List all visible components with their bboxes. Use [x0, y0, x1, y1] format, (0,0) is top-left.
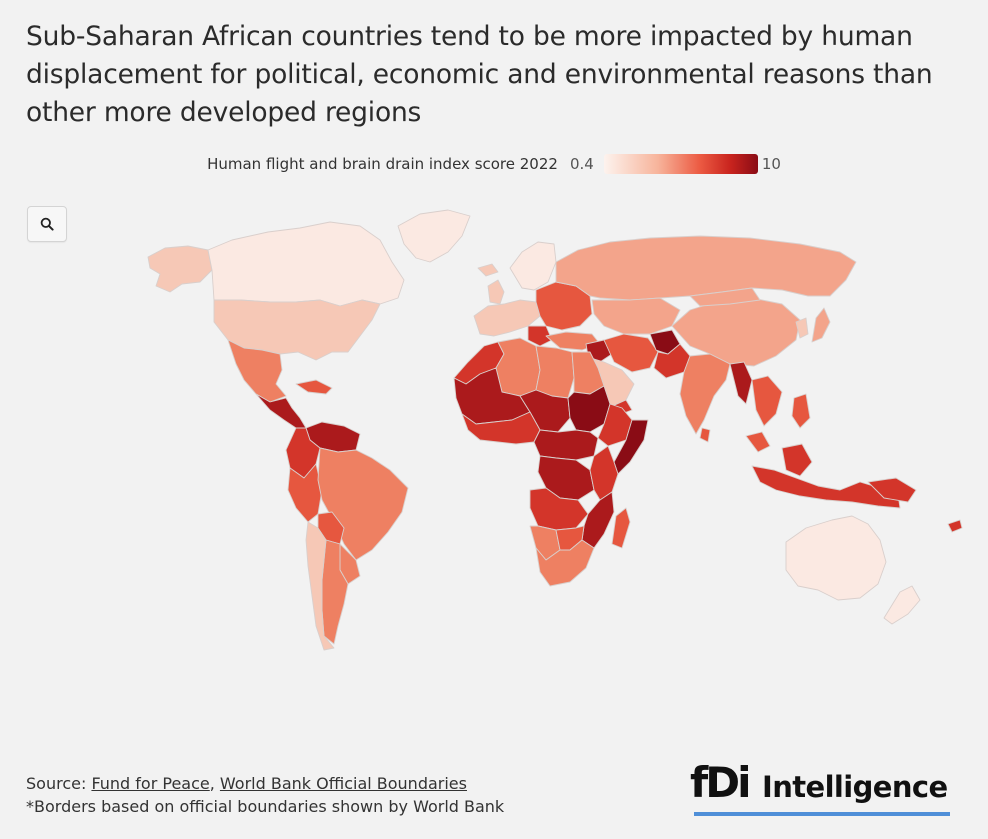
source-line: Source: Fund for Peace, World Bank Offic…	[26, 772, 504, 795]
legend-max-label: 10	[761, 155, 781, 173]
region-philippines	[791, 393, 811, 429]
source-prefix: Source:	[26, 774, 92, 793]
legend-min-label: 0.4	[569, 155, 594, 173]
region-chile	[305, 521, 335, 651]
world-choropleth-map	[147, 209, 963, 651]
region-india	[679, 353, 731, 435]
region-mozambique-malawi	[581, 491, 615, 549]
region-borneo	[781, 443, 813, 477]
region-drc	[537, 455, 595, 501]
source-separator: ,	[209, 774, 220, 793]
region-korea	[795, 317, 809, 339]
region-greenland	[397, 209, 471, 263]
region-mexico	[227, 339, 287, 403]
source-link-world-bank[interactable]: World Bank Official Boundaries	[219, 774, 467, 793]
region-russia	[555, 235, 857, 301]
region-iceland	[477, 263, 499, 277]
fdi-intelligence-logo: fDi Intelligence	[690, 758, 952, 820]
logo-underline	[694, 812, 950, 816]
source-block: Source: Fund for Peace, World Bank Offic…	[26, 772, 504, 818]
region-malaysia	[745, 431, 771, 453]
region-mongolia	[689, 287, 761, 307]
region-canada	[207, 221, 405, 307]
logo-wordmark: Intelligence	[762, 770, 948, 804]
search-icon	[40, 217, 54, 231]
logo-mark: fDi	[690, 758, 752, 807]
region-indonesia	[751, 465, 901, 509]
legend-gradient-bar	[603, 154, 758, 174]
region-angola-zambia	[529, 487, 589, 531]
region-madagascar	[611, 507, 631, 549]
region-sri-lanka	[699, 427, 711, 443]
region-central-america	[255, 393, 307, 429]
zoom-button[interactable]	[27, 206, 67, 242]
region-balkans	[527, 325, 553, 347]
region-iran	[603, 333, 659, 373]
region-australia	[785, 515, 887, 601]
source-note: *Borders based on official boundaries sh…	[26, 797, 505, 816]
region-east-africa	[589, 445, 619, 501]
region-kazakhstan-central-asia	[591, 297, 681, 335]
region-pacific-islands	[947, 519, 963, 533]
region-papua	[867, 477, 917, 503]
chart-title: Sub-Saharan African countries tend to be…	[26, 21, 933, 128]
region-central-africa	[533, 429, 599, 461]
region-southeast-asia	[751, 375, 783, 427]
region-alaska	[147, 245, 213, 293]
region-uk-ireland	[487, 279, 505, 305]
region-caribbean	[295, 379, 333, 395]
region-south-africa	[535, 539, 595, 587]
source-link-fund-for-peace[interactable]: Fund for Peace	[91, 774, 210, 793]
region-new-zealand	[883, 585, 921, 625]
color-legend: Human flight and brain drain index score…	[0, 152, 988, 176]
region-libya	[535, 345, 575, 399]
region-myanmar	[729, 361, 753, 405]
region-japan	[811, 307, 831, 343]
region-scandinavia	[509, 241, 557, 291]
legend-title: Human flight and brain drain index score…	[207, 155, 558, 173]
region-algeria	[495, 337, 541, 397]
